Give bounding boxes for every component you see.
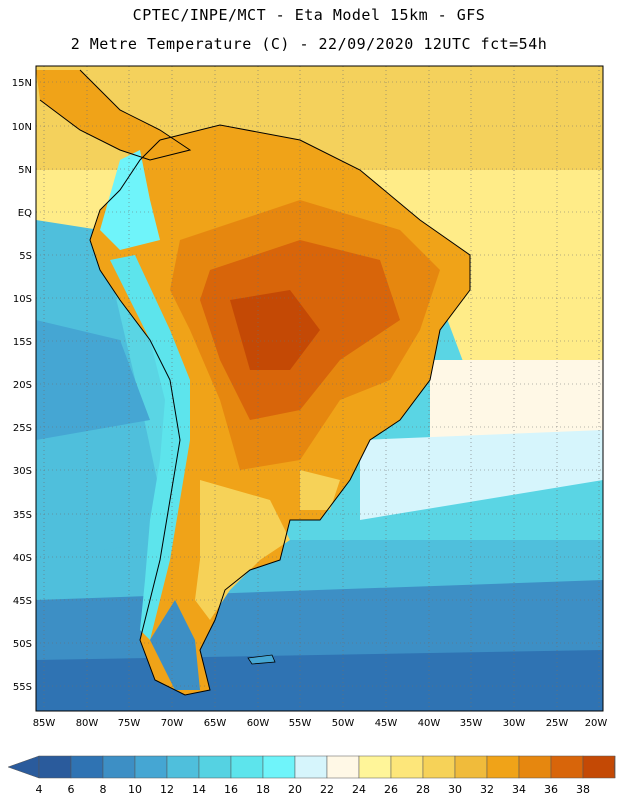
colorbar-label: 34 bbox=[512, 783, 526, 796]
map-frame bbox=[35, 65, 604, 712]
colorbar-swatch bbox=[422, 755, 456, 779]
latitude-axis: 15N 10N 5N EQ 5S 10S 15S 20S 25S 30S 35S… bbox=[12, 78, 32, 693]
lon-label: 60W bbox=[247, 718, 270, 729]
colorbar-swatch bbox=[294, 755, 328, 779]
colorbar-label: 10 bbox=[128, 783, 142, 796]
colorbar-swatch bbox=[230, 755, 264, 779]
lat-label: 15N bbox=[12, 78, 32, 89]
lat-label: 25S bbox=[13, 423, 32, 434]
colorbar-label: 28 bbox=[416, 783, 430, 796]
colorbar-swatch bbox=[38, 755, 72, 779]
colorbar-high-arrow bbox=[613, 755, 616, 779]
lon-label: 80W bbox=[76, 718, 99, 729]
lon-label: 55W bbox=[289, 718, 312, 729]
lon-label: 25W bbox=[546, 718, 569, 729]
colorbar-label: 12 bbox=[160, 783, 174, 796]
colorbar-label: 18 bbox=[256, 783, 270, 796]
colorbar-swatch bbox=[454, 755, 488, 779]
lon-label: 85W bbox=[33, 718, 56, 729]
lon-label: 50W bbox=[332, 718, 355, 729]
lon-label: 20W bbox=[585, 718, 608, 729]
colorbar-label: 22 bbox=[320, 783, 334, 796]
coastline bbox=[89, 124, 471, 696]
lon-label: 75W bbox=[118, 718, 141, 729]
colorbar-label: 30 bbox=[448, 783, 462, 796]
colorbar-swatch bbox=[102, 755, 136, 779]
colorbar-swatch bbox=[198, 755, 232, 779]
colorbar-label: 16 bbox=[224, 783, 238, 796]
lon-label: 45W bbox=[375, 718, 398, 729]
colorbar-label: 4 bbox=[35, 783, 43, 796]
lat-label: 10N bbox=[12, 122, 32, 133]
falkland-islands bbox=[247, 654, 276, 665]
graticule bbox=[36, 66, 603, 711]
colorbar-label: 32 bbox=[480, 783, 494, 796]
colorbar-label: 6 bbox=[67, 783, 75, 796]
colorbar-label: 8 bbox=[99, 783, 107, 796]
lon-label: 30W bbox=[503, 718, 526, 729]
lat-label: 55S bbox=[13, 682, 32, 693]
lat-label: 35S bbox=[13, 510, 32, 521]
lon-label: 70W bbox=[161, 718, 184, 729]
lon-label: 40W bbox=[418, 718, 441, 729]
colorbar bbox=[7, 755, 616, 779]
chart-subtitle: 2 Metre Temperature (C) - 22/09/2020 12U… bbox=[70, 35, 548, 53]
lon-label: 65W bbox=[204, 718, 227, 729]
colorbar-label: 20 bbox=[288, 783, 302, 796]
colorbar-swatch bbox=[390, 755, 424, 779]
colorbar-swatch bbox=[70, 755, 104, 779]
colorbar-swatch bbox=[326, 755, 360, 779]
colorbar-swatch bbox=[358, 755, 392, 779]
lat-label: 15S bbox=[13, 337, 32, 348]
colorbar-label: 24 bbox=[352, 783, 366, 796]
lat-label: 10S bbox=[13, 294, 32, 305]
lat-label: 40S bbox=[13, 553, 32, 564]
chart-title: CPTEC/INPE/MCT - Eta Model 15km - GFS bbox=[132, 6, 486, 24]
central-america-coast bbox=[39, 69, 192, 161]
colorbar-label: 38 bbox=[576, 783, 590, 796]
colorbar-swatch bbox=[166, 755, 200, 779]
colorbar-swatch bbox=[134, 755, 168, 779]
colorbar-swatch bbox=[262, 755, 296, 779]
lat-label: 45S bbox=[13, 596, 32, 607]
lat-label: EQ bbox=[18, 208, 32, 219]
temperature-field bbox=[36, 66, 603, 711]
lat-label: 20S bbox=[13, 380, 32, 391]
colorbar-swatch bbox=[582, 755, 616, 779]
longitude-axis: 85W 80W 75W 70W 65W 60W 55W 50W 45W 40W … bbox=[33, 718, 608, 729]
colorbar-label: 14 bbox=[192, 783, 206, 796]
lat-label: 30S bbox=[13, 466, 32, 477]
colorbar-label: 36 bbox=[544, 783, 558, 796]
colorbar-swatch bbox=[518, 755, 552, 779]
lat-label: 50S bbox=[13, 639, 32, 650]
colorbar-low-arrow bbox=[7, 755, 40, 779]
lat-label: 5N bbox=[18, 165, 32, 176]
colorbar-label: 26 bbox=[384, 783, 398, 796]
lon-label: 35W bbox=[460, 718, 483, 729]
colorbar-swatch bbox=[486, 755, 520, 779]
lat-label: 5S bbox=[19, 251, 32, 262]
colorbar-swatch bbox=[550, 755, 584, 779]
